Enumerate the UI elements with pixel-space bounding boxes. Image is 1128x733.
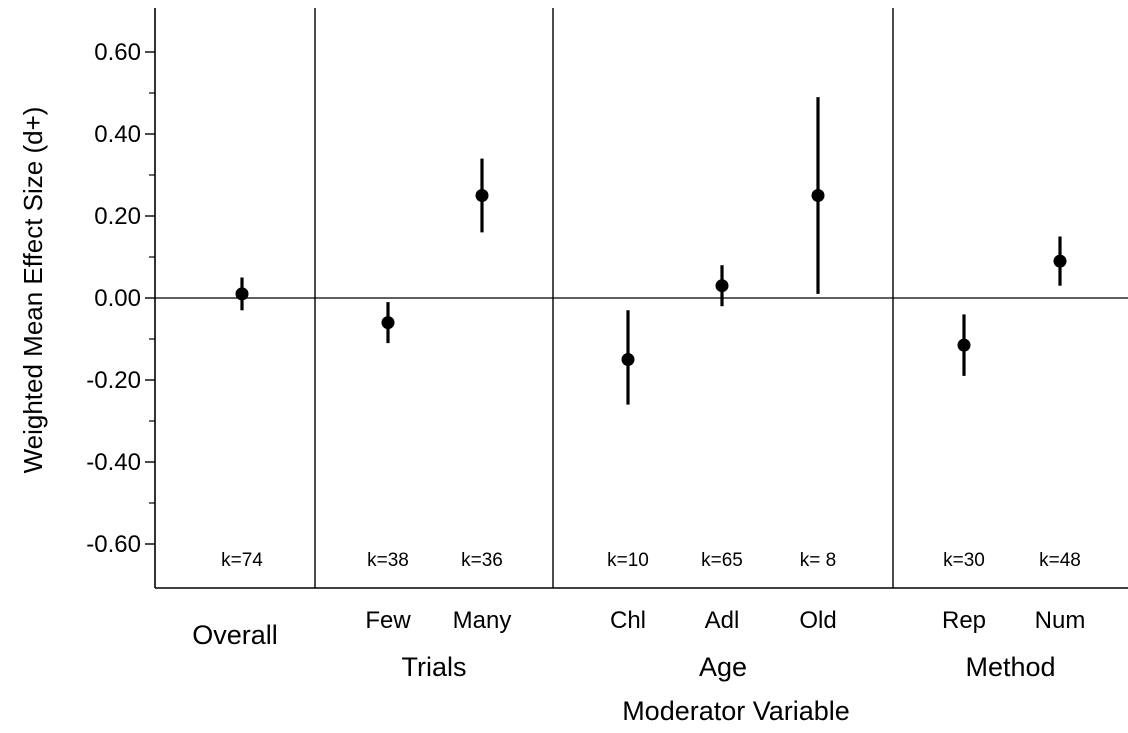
data-marks: k=74 k=38 k=36 k=10 k=65 k= 8 k=30 k=48 xyxy=(221,97,1081,571)
sample-size-label: k=65 xyxy=(701,550,743,571)
sample-size-label: k=74 xyxy=(221,550,263,571)
effect-size-point xyxy=(811,189,825,202)
y-tick-label: -0.20 xyxy=(86,367,141,394)
x-axis-labels: Overall Few Many Trials Chl Adl Old Age Rep Num Me… xyxy=(192,607,1085,682)
effect-size-point xyxy=(1053,254,1067,268)
group-label: Age xyxy=(699,652,747,682)
category-label: Old xyxy=(799,607,836,634)
group-dividers xyxy=(314,8,894,588)
sample-size-label: k=38 xyxy=(367,550,409,571)
effect-size-point xyxy=(381,316,395,330)
y-tick-label: -0.60 xyxy=(86,531,141,558)
sample-size-label: k=10 xyxy=(607,550,649,571)
category-label: Many xyxy=(453,607,512,634)
category-label: Few xyxy=(365,607,411,634)
y-axis: 0.60 0.40 0.20 0.00 -0.20 -0.40 -0.60 xyxy=(86,39,155,558)
plot-frame xyxy=(154,8,1128,589)
effect-size-point xyxy=(715,279,729,293)
effect-size-point xyxy=(235,287,249,301)
effect-size-point xyxy=(957,338,971,352)
y-tick-label: 0.00 xyxy=(94,285,141,312)
sample-size-label: k= 8 xyxy=(800,550,836,571)
sample-size-label: k=30 xyxy=(943,550,985,571)
category-label: Rep xyxy=(942,607,986,634)
group-label: Overall xyxy=(192,620,278,650)
y-tick-label: 0.20 xyxy=(94,203,141,230)
category-label: Adl xyxy=(705,607,740,634)
y-tick-label: 0.40 xyxy=(94,121,141,148)
group-label: Method xyxy=(965,652,1055,682)
category-label: Num xyxy=(1035,607,1086,634)
y-axis-title: Weighted Mean Effect Size (d+) xyxy=(18,107,48,474)
x-axis-title: Moderator Variable xyxy=(622,696,850,726)
sample-size-label: k=48 xyxy=(1039,550,1081,571)
category-label: Chl xyxy=(610,607,646,634)
y-tick-label: 0.60 xyxy=(94,39,141,66)
effect-size-point xyxy=(621,353,635,366)
y-tick-label: -0.40 xyxy=(86,449,141,476)
group-label: Trials xyxy=(402,652,467,682)
effect-size-point xyxy=(475,189,489,202)
sample-size-label: k=36 xyxy=(461,550,503,571)
